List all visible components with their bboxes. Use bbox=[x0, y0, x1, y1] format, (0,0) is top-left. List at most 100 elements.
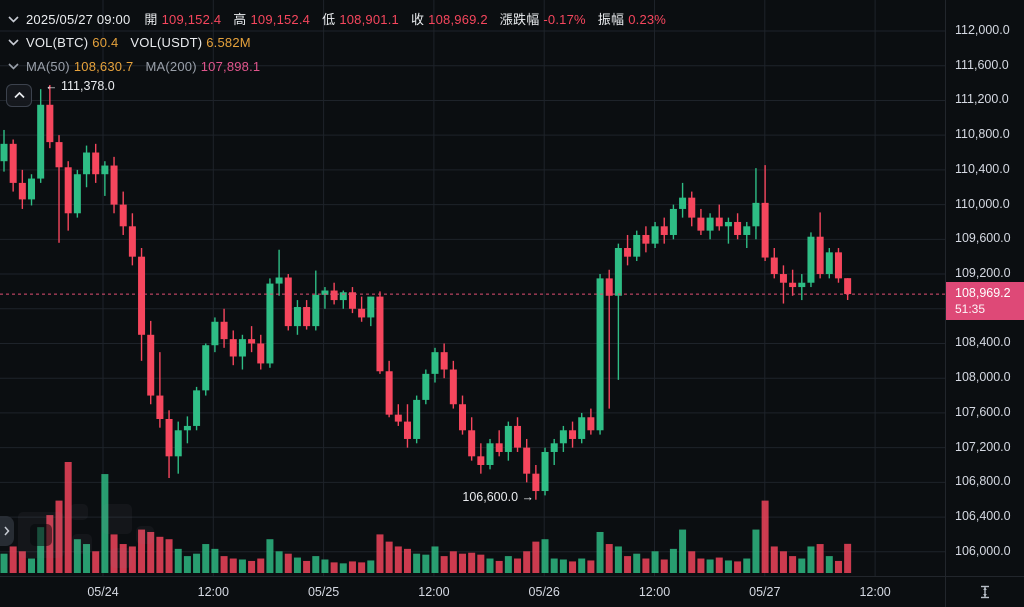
volume-bar bbox=[413, 553, 421, 573]
last-price-badge: 108,969.2 51:35 bbox=[946, 282, 1024, 320]
volume-bar bbox=[330, 562, 338, 573]
volume-bar bbox=[293, 557, 301, 573]
volume-bar bbox=[495, 560, 503, 573]
candle-body bbox=[605, 278, 613, 296]
candle-body bbox=[834, 252, 842, 279]
ma-legend-row: MA(50) 108,630.7 MA(200) 107,898.1 bbox=[8, 58, 272, 74]
volume-bar bbox=[624, 556, 632, 573]
candle-body bbox=[394, 414, 402, 422]
volume-bar bbox=[587, 560, 595, 573]
candle-body bbox=[578, 417, 586, 439]
candle-body bbox=[724, 221, 732, 227]
candlestick-chart-pane[interactable] bbox=[0, 0, 945, 576]
price-axis[interactable]: 112,000.0 111,600.0 111,200.0 110,800.0 110,… bbox=[945, 0, 1024, 576]
candle-body bbox=[119, 204, 127, 227]
legend-label: MA(50) bbox=[26, 59, 70, 74]
candle-body bbox=[257, 343, 265, 364]
legend-value: 109,152.4 bbox=[161, 12, 222, 27]
legend-label: MA(200) bbox=[145, 59, 197, 74]
candle-body bbox=[715, 217, 723, 227]
volume-bar bbox=[64, 462, 72, 573]
candle-body bbox=[376, 296, 384, 372]
legend-label: 低 bbox=[322, 12, 336, 27]
price-tick-label: 110,000.0 bbox=[955, 196, 1010, 211]
chart-canvas[interactable] bbox=[0, 0, 945, 576]
candle-body bbox=[46, 104, 54, 143]
volume-bar bbox=[715, 557, 723, 573]
pane-expand-handle[interactable] bbox=[0, 516, 14, 546]
legend-label: 收 bbox=[410, 12, 425, 27]
candle-body bbox=[9, 143, 17, 183]
axis-settings-corner[interactable] bbox=[945, 576, 1024, 607]
legend-value: 0.23% bbox=[628, 12, 667, 27]
volume-bar bbox=[92, 551, 100, 573]
volume-bar bbox=[651, 551, 659, 573]
volume-bar bbox=[165, 539, 173, 573]
volume-bar bbox=[679, 529, 687, 573]
candle-body bbox=[367, 296, 375, 318]
candle-body bbox=[477, 456, 485, 465]
candle-body bbox=[514, 425, 522, 448]
price-tick-label: 111,200.0 bbox=[955, 92, 1009, 107]
chevron-down-icon[interactable] bbox=[8, 11, 20, 26]
candle-body bbox=[679, 197, 687, 209]
candle-body bbox=[275, 277, 283, 284]
candle-body bbox=[202, 345, 210, 391]
candle-body bbox=[147, 334, 155, 396]
legend-value: -0.17% bbox=[543, 12, 586, 27]
volume-bar bbox=[9, 546, 17, 573]
price-tick-label: 106,800.0 bbox=[955, 474, 1011, 489]
volume-bar bbox=[523, 551, 531, 573]
candle-body bbox=[73, 174, 81, 214]
volume-bar bbox=[459, 553, 466, 573]
volume-bar bbox=[238, 559, 246, 573]
candle-body bbox=[504, 425, 512, 452]
price-tick-label: 107,200.0 bbox=[955, 439, 1011, 454]
volume-bar bbox=[303, 560, 311, 573]
time-tick-label: 05/25 bbox=[307, 585, 340, 599]
volume-bar bbox=[248, 560, 256, 573]
volume-bar bbox=[532, 541, 540, 573]
price-tick-label: 106,000.0 bbox=[955, 543, 1011, 558]
legend-label: VOL(BTC) bbox=[26, 35, 89, 50]
candle-body bbox=[734, 221, 742, 235]
volume-bar bbox=[183, 556, 191, 573]
volume-bar bbox=[569, 561, 577, 573]
chevron-down-icon[interactable] bbox=[8, 34, 20, 49]
price-tick-label: 111,600.0 bbox=[955, 57, 1009, 72]
legend-value: 109,152.4 bbox=[250, 12, 311, 27]
candle-body bbox=[431, 352, 439, 374]
volume-bar bbox=[669, 548, 677, 573]
legend-value: 108,901.1 bbox=[339, 12, 399, 27]
candle-body bbox=[92, 152, 100, 175]
volume-bar bbox=[220, 556, 228, 573]
time-tick-label: 05/26 bbox=[528, 585, 560, 599]
collapse-legend-button[interactable] bbox=[6, 84, 32, 107]
price-scale-icon bbox=[981, 585, 989, 598]
volume-bar bbox=[578, 558, 586, 573]
time-axis[interactable]: 05/24 12:00 05/25 12:00 05/26 12:00 05/27 12:00 bbox=[0, 576, 1024, 607]
volume-bar bbox=[642, 558, 650, 573]
candle-body bbox=[284, 277, 292, 327]
volume-bar bbox=[468, 552, 476, 573]
candle-body bbox=[211, 321, 219, 346]
candle-body bbox=[651, 226, 659, 244]
candle-body bbox=[174, 430, 182, 457]
candle-body bbox=[28, 178, 36, 200]
legend-value: 6.582M bbox=[206, 35, 251, 50]
candle-body bbox=[385, 371, 393, 415]
chevron-down-icon[interactable] bbox=[8, 58, 20, 73]
volume-bar bbox=[779, 551, 787, 573]
candle-body bbox=[807, 236, 815, 283]
candle-body bbox=[193, 390, 201, 426]
volume-bar bbox=[174, 548, 182, 573]
candle-body bbox=[128, 226, 136, 257]
legend-label: 開 bbox=[144, 12, 158, 27]
candle-body bbox=[706, 217, 714, 231]
candle-body bbox=[624, 248, 632, 257]
candle-body bbox=[614, 248, 622, 296]
volume-bar bbox=[257, 558, 265, 573]
candle-body bbox=[330, 290, 338, 301]
volume-bar bbox=[697, 558, 705, 573]
candle-body bbox=[440, 352, 448, 370]
